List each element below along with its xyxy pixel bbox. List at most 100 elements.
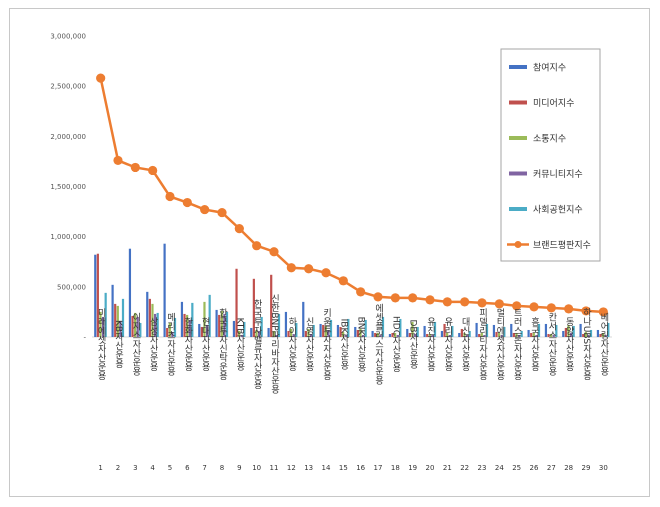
bar-4-20 [431,334,434,337]
bar-4-15 [344,334,347,337]
x-category-label: 신영자산운용 [304,317,314,371]
x-rank-label: 5 [168,464,172,472]
x-category-label: 동양자산운용 [564,317,574,371]
bar-3-12 [290,328,293,337]
bar-5-19 [416,326,419,337]
bar-2-29 [582,333,585,337]
bar-5-16 [364,319,367,337]
bar-3-25 [515,332,518,337]
bar-5-14 [329,319,333,337]
y-tick-label: 2,500,000 [50,83,86,91]
bar-1-3 [128,248,132,337]
brand-index-point-22 [460,297,470,307]
bar-4-13 [309,333,313,337]
bar-3-8 [220,310,223,337]
bar-2-19 [408,332,411,337]
bar-1-8 [215,309,218,337]
x-rank-label: 20 [426,464,435,472]
bar-1-28 [562,330,565,337]
bar-5-3 [139,322,142,337]
bar-2-7 [200,326,203,337]
bar-2-20 [426,333,429,337]
x-rank-label: 9 [237,464,241,472]
x-rank-label: 30 [599,464,608,472]
brand-index-point-2 [113,155,123,166]
bar-2-24 [495,331,498,337]
y-tick-label: 1,000,000 [50,233,86,241]
x-rank-label: 15 [339,464,348,472]
bar-1-16 [354,326,357,337]
brand-index-point-30 [598,307,608,317]
bar-1-13 [302,301,305,337]
bar-5-7 [208,294,211,337]
bar-3-28 [567,324,570,337]
bar-3-21 [446,332,449,337]
bar-5-11 [277,313,281,337]
legend-swatch [509,207,527,211]
y-tick-label: 500,000 [57,283,86,291]
brand-index-point-26 [529,302,539,312]
bar-3-6 [186,314,189,337]
x-category-label: 멀티에셋자산운용 [494,307,504,380]
bar-4-27 [552,334,555,337]
bar-4-12 [292,333,295,337]
bar-3-1 [99,311,102,337]
legend-label: 사회공헌지수 [533,205,583,216]
bar-2-28 [564,327,567,337]
bar-4-14 [327,329,330,337]
legend-swatch [509,65,527,69]
bar-2-11 [270,274,273,337]
x-category-label: 에셋플러스자산운용 [373,303,383,384]
bar-3-26 [532,332,535,337]
x-rank-label: 17 [374,464,383,472]
bar-2-25 [512,332,515,337]
brand-index-point-27 [546,303,556,313]
bar-1-6 [180,301,184,337]
brand-index-point-20 [425,295,435,305]
x-category-label: 미래에셋자산운용 [96,308,106,380]
bar-3-14 [324,325,327,337]
bar-2-10 [252,278,255,337]
bar-3-27 [550,333,553,337]
legend-label: 커뮤니티지수 [533,169,583,180]
brand-index-point-25 [512,301,522,311]
x-category-label: HDC자산운용 [390,316,400,372]
bar-3-17 [376,332,379,337]
bar-3-2 [116,305,119,337]
bar-2-4 [148,298,151,337]
bar-4-9 [240,334,243,337]
bar-3-10 [255,329,258,337]
legend-swatch [509,136,527,140]
bar-3-19 [411,321,414,337]
bar-4-8 [223,313,226,337]
bar-1-15 [336,324,340,337]
brand-index-point-17 [373,292,383,302]
bar-3-11 [272,330,275,337]
x-rank-label: 21 [443,464,452,472]
bar-1-20 [423,325,426,337]
bar-2-30 [599,333,602,337]
x-category-label: 하나UBS자산운용 [581,308,591,380]
x-rank-label: 27 [547,464,556,472]
bar-5-23 [485,323,489,337]
bar-3-24 [498,332,501,337]
x-rank-label: 13 [304,464,313,472]
x-rank-label: 22 [460,464,469,472]
bar-1-14 [319,323,322,337]
bar-2-3 [131,315,134,337]
x-category-label: 칸서스자산운용 [546,312,556,375]
x-rank-label: 19 [408,464,417,472]
bar-2-6 [183,313,186,337]
bar-1-1 [94,254,97,337]
bar-2-27 [547,333,550,337]
x-rank-label: 14 [322,464,331,472]
bar-3-29 [584,331,587,337]
bar-4-26 [535,334,538,337]
bar-1-9 [232,320,236,337]
legend-label: 미디어지수 [533,98,574,109]
bar-1-5 [163,243,166,337]
brand-index-point-5 [165,191,175,202]
x-category-label: 신한BNP파리바자산운용 [269,294,279,393]
bar-5-30 [607,322,610,337]
brand-index-point-3 [130,162,140,173]
